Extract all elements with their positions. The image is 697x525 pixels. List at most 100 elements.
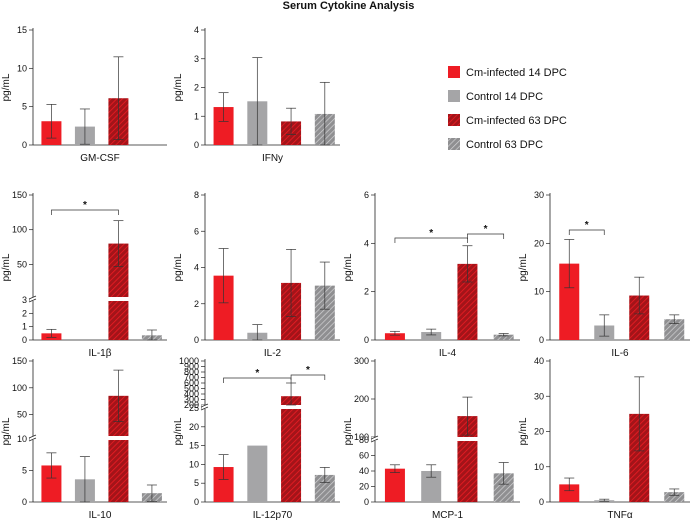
y-tick-label: 60 xyxy=(359,451,369,461)
legend-label: Cm-infected 63 DPC xyxy=(466,115,567,127)
bar xyxy=(559,484,580,502)
legend-label: Control 63 DPC xyxy=(466,139,543,151)
y-tick-label: 2 xyxy=(364,287,369,297)
y-tick-label: 100 xyxy=(354,432,369,442)
y-tick-label: 6 xyxy=(364,190,369,200)
y-tick-label: 40 xyxy=(359,466,369,476)
bar xyxy=(629,295,650,340)
legend-swatch xyxy=(448,114,460,126)
y-tick-label: 2 xyxy=(22,308,27,318)
y-tick-label: 0 xyxy=(194,140,199,150)
x-axis-label: IL-1β xyxy=(89,348,112,359)
y-tick-label: 3 xyxy=(22,295,27,305)
y-tick-label: 20 xyxy=(534,238,544,248)
bar xyxy=(421,471,442,502)
y-axis-label: pg/mL xyxy=(518,253,529,281)
y-tick-label: 15 xyxy=(17,25,27,35)
x-axis-label: IL-10 xyxy=(89,510,112,521)
y-tick-label: 25 xyxy=(189,403,199,413)
bar xyxy=(493,334,514,340)
chart-gm-csf: 0 5 10 15 pg/mL GM-CSF xyxy=(1,25,167,164)
y-tick-label: 3 xyxy=(194,54,199,64)
y-tick-label: 1000 xyxy=(179,356,199,366)
y-tick-label: 700 xyxy=(184,373,199,383)
x-axis-label: IL-12p70 xyxy=(253,510,293,521)
y-tick-label: 30 xyxy=(534,190,544,200)
bar xyxy=(213,107,234,145)
y-tick-label: 40 xyxy=(534,356,544,366)
bar xyxy=(384,333,405,340)
y-tick-label: 500 xyxy=(184,384,199,394)
y-tick-label: 10 xyxy=(17,434,27,444)
bar xyxy=(314,285,335,340)
y-axis-label: pg/mL xyxy=(343,417,354,445)
bar xyxy=(559,263,580,340)
y-tick-label: 0 xyxy=(22,497,27,507)
bar xyxy=(457,263,478,340)
axis-break-gap xyxy=(30,436,36,440)
significance-star: * xyxy=(255,368,259,379)
y-tick-label: 2 xyxy=(194,83,199,93)
y-tick-label: 20 xyxy=(534,427,544,437)
bar-break-gap xyxy=(280,405,303,409)
x-axis-label: TNFα xyxy=(607,510,632,521)
axis-break-mark xyxy=(200,406,209,411)
axis-break-gap xyxy=(372,437,378,441)
bar xyxy=(664,492,685,502)
significance-star: * xyxy=(306,365,310,376)
bar xyxy=(247,445,268,502)
y-tick-label: 400 xyxy=(184,389,199,399)
legend-swatch xyxy=(448,90,460,102)
y-tick-label: 800 xyxy=(184,367,199,377)
significance-bracket xyxy=(394,237,468,243)
legend-swatch xyxy=(448,66,460,78)
y-tick-label: 600 xyxy=(184,378,199,388)
axis-break-gap xyxy=(30,297,36,301)
y-tick-label: 30 xyxy=(534,391,544,401)
y-tick-label: 50 xyxy=(17,259,27,269)
y-axis-label: pg/mL xyxy=(173,73,184,101)
y-tick-label: 100 xyxy=(12,383,27,393)
chart-tnf-: 0 10 20 30 40 pg/mL TNFα xyxy=(518,356,690,521)
bar-break-gap xyxy=(107,436,130,440)
y-tick-label: 150 xyxy=(12,190,27,200)
figure-title: Serum Cytokine Analysis xyxy=(282,0,415,12)
y-tick-label: 4 xyxy=(194,25,199,35)
y-tick-label: 10 xyxy=(17,63,27,73)
y-tick-label: 15 xyxy=(189,441,199,451)
y-tick-label: 8 xyxy=(194,190,199,200)
y-tick-label: 0 xyxy=(22,140,27,150)
y-tick-label: 5 xyxy=(194,478,199,488)
bar xyxy=(493,473,514,502)
chart-il-10: 0 5 10 50 100 150 pg/mL IL-10 xyxy=(1,356,167,521)
x-axis-label: IL-2 xyxy=(264,348,282,359)
axis-break-mark xyxy=(28,437,37,442)
y-tick-label: 6 xyxy=(194,226,199,236)
legend-swatch xyxy=(448,138,460,150)
y-tick-label: 20 xyxy=(359,482,369,492)
y-tick-label: 10 xyxy=(534,287,544,297)
bar xyxy=(629,413,650,502)
x-axis-label: IL-6 xyxy=(611,348,629,359)
significance-bracket xyxy=(51,209,119,215)
y-axis-label: pg/mL xyxy=(173,417,184,445)
y-tick-label: 300 xyxy=(184,395,199,405)
bar xyxy=(108,243,129,340)
y-axis-label: pg/mL xyxy=(1,253,12,281)
y-axis-label: pg/mL xyxy=(173,253,184,281)
bar-break-gap xyxy=(456,437,479,441)
x-axis-label: IL-4 xyxy=(439,348,457,359)
chart-il-2: 0 2 4 6 8 pg/mL IL-2 xyxy=(173,190,340,359)
significance-bracket xyxy=(290,374,326,380)
axis-break-mark xyxy=(28,298,37,303)
x-axis-label: MCP-1 xyxy=(432,510,464,521)
y-tick-label: 0 xyxy=(364,497,369,507)
y-tick-label: 0 xyxy=(539,335,544,345)
bar xyxy=(108,395,129,502)
y-tick-label: 20 xyxy=(189,422,199,432)
y-tick-label: 4 xyxy=(364,238,369,248)
